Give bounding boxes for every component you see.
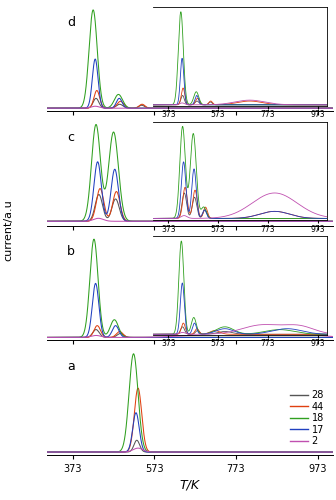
X-axis label: T/K: T/K bbox=[180, 478, 200, 491]
Text: c: c bbox=[67, 131, 74, 144]
Text: current/a.u: current/a.u bbox=[3, 199, 13, 261]
Legend: 28, 44, 18, 17, 2: 28, 44, 18, 17, 2 bbox=[286, 386, 328, 450]
Text: a: a bbox=[67, 360, 75, 373]
Text: b: b bbox=[67, 246, 75, 258]
Text: d: d bbox=[67, 16, 75, 29]
